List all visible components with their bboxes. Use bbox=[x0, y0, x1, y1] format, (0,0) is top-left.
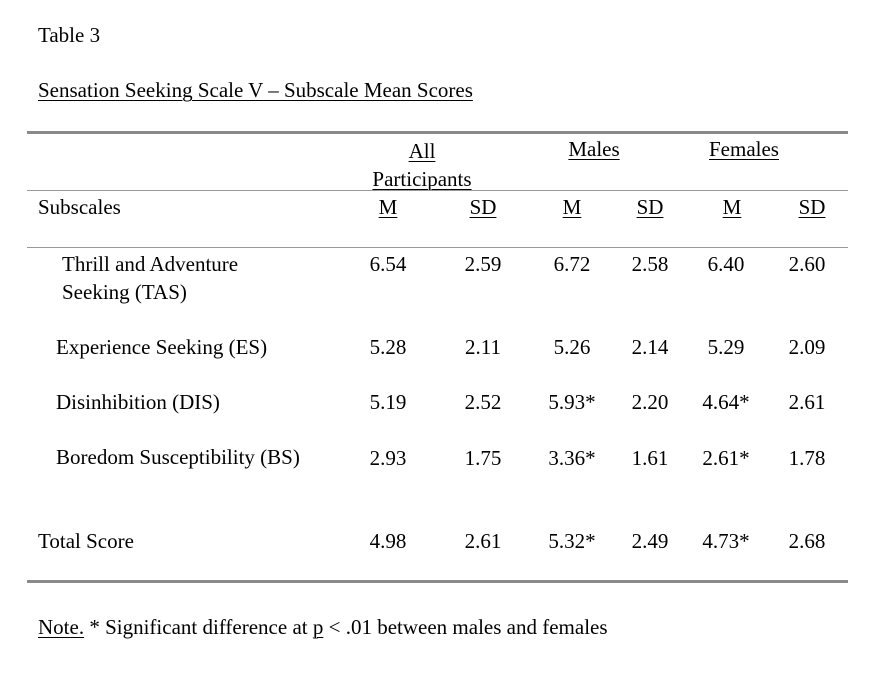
col-header-females-m: M bbox=[722, 195, 742, 219]
row-label-total: Total Score bbox=[38, 529, 134, 553]
row-label-bs: Boredom Susceptibility (BS) bbox=[56, 445, 300, 469]
cell-total-males-sd: 2.49 bbox=[631, 529, 669, 553]
cell-tas-females-sd: 2.60 bbox=[788, 252, 826, 276]
cell-tas-males-m: 6.72 bbox=[553, 252, 591, 276]
cell-es-males-m: 5.26 bbox=[553, 335, 591, 359]
group-header-males: Males bbox=[568, 137, 620, 161]
cell-bs-all-m: 2.93 bbox=[369, 446, 407, 470]
table-number: Table 3 bbox=[38, 23, 101, 47]
note-label: Note. bbox=[38, 615, 85, 639]
cell-dis-all-m: 5.19 bbox=[369, 390, 407, 414]
cell-dis-males-m: 5.93* bbox=[548, 390, 596, 414]
cell-total-all-sd: 2.61 bbox=[464, 529, 502, 553]
subheader-rule bbox=[27, 247, 848, 248]
col-header-females-sd: SD bbox=[798, 195, 826, 219]
cell-tas-all-sd: 2.59 bbox=[464, 252, 502, 276]
cell-total-all-m: 4.98 bbox=[369, 529, 407, 553]
top-rule bbox=[27, 131, 848, 134]
row-label-dis: Disinhibition (DIS) bbox=[56, 390, 220, 414]
col-header-males-m: M bbox=[562, 195, 582, 219]
cell-dis-males-sd: 2.20 bbox=[631, 390, 669, 414]
row-label-es: Experience Seeking (ES) bbox=[56, 335, 268, 359]
cell-dis-females-m: 4.64* bbox=[702, 390, 750, 414]
cell-es-all-sd: 2.11 bbox=[465, 335, 501, 359]
cell-total-females-sd: 2.68 bbox=[788, 529, 826, 553]
cell-bs-females-sd: 1.78 bbox=[788, 446, 826, 470]
group-header-all-participants: All Participants bbox=[364, 137, 480, 193]
cell-bs-all-sd: 1.75 bbox=[464, 446, 502, 470]
table-title: Sensation Seeking Scale V – Subscale Mea… bbox=[38, 78, 473, 102]
cell-bs-females-m: 2.61* bbox=[702, 446, 750, 470]
cell-tas-all-m: 6.54 bbox=[369, 252, 407, 276]
cell-tas-females-m: 6.40 bbox=[707, 252, 745, 276]
note-text-after: < .01 between males and females bbox=[323, 615, 608, 639]
cell-bs-males-m: 3.36* bbox=[548, 446, 596, 470]
bottom-rule bbox=[27, 580, 848, 583]
row-label-tas: Thrill and Adventure Seeking (TAS) bbox=[62, 252, 239, 304]
table-note: Note. * Significant difference at p < .0… bbox=[38, 615, 608, 640]
col-header-males-sd: SD bbox=[636, 195, 664, 219]
col-header-all-sd: SD bbox=[469, 195, 497, 219]
cell-es-females-m: 5.29 bbox=[707, 335, 745, 359]
cell-dis-females-sd: 2.61 bbox=[788, 390, 826, 414]
note-text-before: * Significant difference at bbox=[84, 615, 313, 639]
cell-total-females-m: 4.73* bbox=[702, 529, 750, 553]
group-header-females: Females bbox=[709, 137, 779, 161]
cell-dis-all-sd: 2.52 bbox=[464, 390, 502, 414]
group-header-all-label: All Participants bbox=[372, 139, 472, 191]
note-p: p bbox=[312, 615, 324, 639]
cell-bs-males-sd: 1.61 bbox=[631, 446, 669, 470]
cell-es-females-sd: 2.09 bbox=[788, 335, 826, 359]
cell-es-males-sd: 2.14 bbox=[631, 335, 669, 359]
cell-total-males-m: 5.32* bbox=[548, 529, 596, 553]
cell-es-all-m: 5.28 bbox=[369, 335, 407, 359]
cell-tas-males-sd: 2.58 bbox=[631, 252, 669, 276]
subscales-header: Subscales bbox=[38, 195, 121, 219]
group-header-rule bbox=[27, 190, 848, 191]
col-header-all-m: M bbox=[378, 195, 398, 219]
